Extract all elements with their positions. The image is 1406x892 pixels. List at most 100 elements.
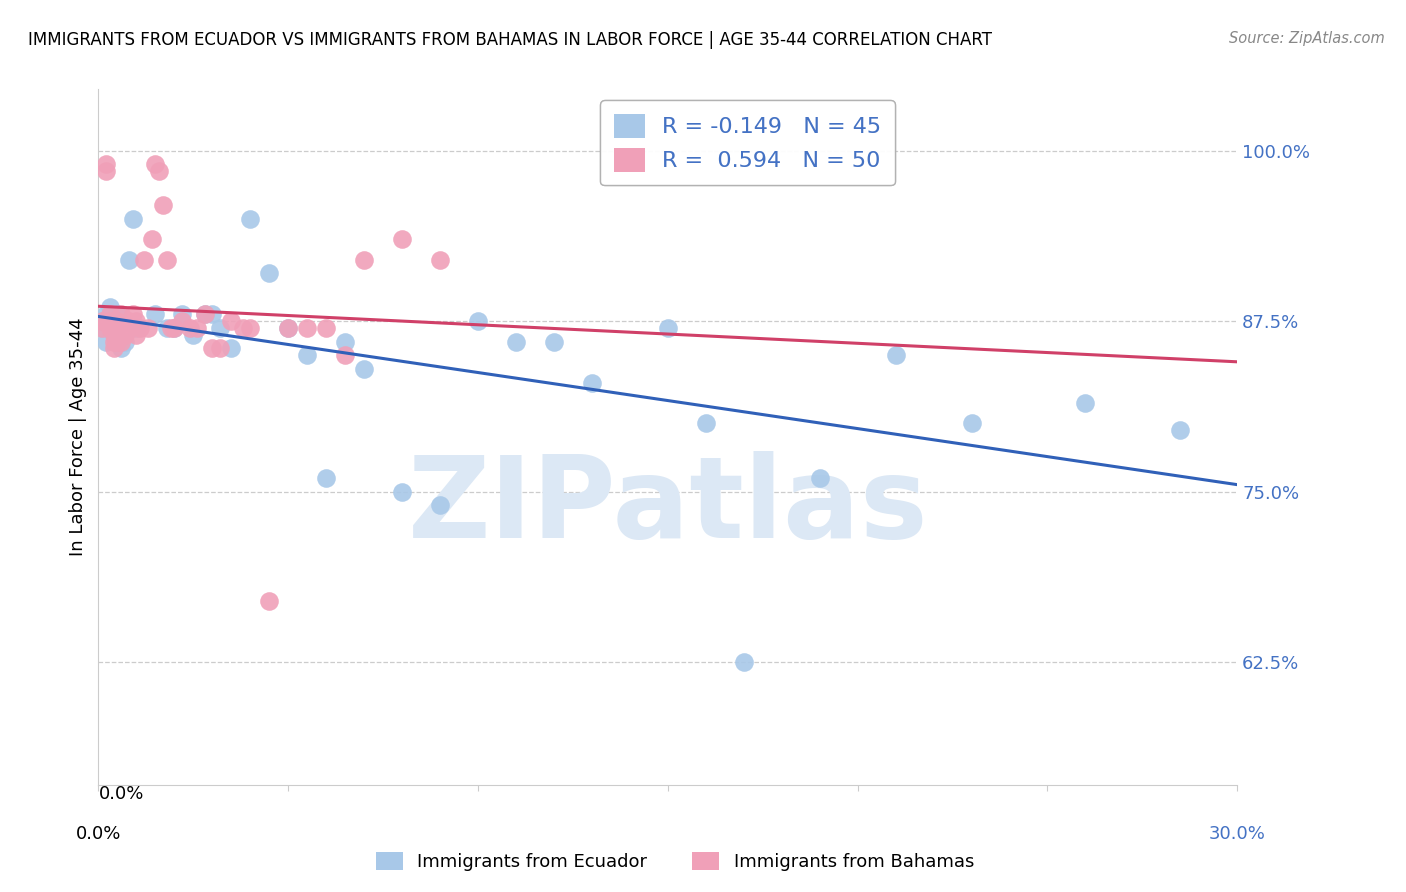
Point bbox=[277, 321, 299, 335]
Point bbox=[201, 307, 224, 321]
Point bbox=[91, 314, 114, 328]
Point bbox=[103, 314, 125, 328]
Text: 0.0%: 0.0% bbox=[76, 825, 121, 843]
Point bbox=[110, 321, 132, 335]
Text: 30.0%: 30.0% bbox=[1209, 825, 1265, 843]
Text: Source: ZipAtlas.com: Source: ZipAtlas.com bbox=[1229, 31, 1385, 46]
Point bbox=[239, 211, 262, 226]
Point bbox=[391, 232, 413, 246]
Point bbox=[239, 321, 262, 335]
Point bbox=[315, 321, 337, 335]
Point bbox=[259, 594, 281, 608]
Point bbox=[208, 342, 231, 356]
Point bbox=[170, 314, 193, 328]
Point bbox=[129, 321, 152, 335]
Text: ZIPatlas: ZIPatlas bbox=[408, 451, 928, 562]
Point bbox=[94, 307, 117, 321]
Point bbox=[170, 307, 193, 321]
Point bbox=[208, 321, 231, 335]
Point bbox=[391, 484, 413, 499]
Point bbox=[159, 321, 181, 335]
Point bbox=[114, 334, 136, 349]
Point bbox=[121, 211, 143, 226]
Point bbox=[118, 321, 141, 335]
Point bbox=[114, 327, 136, 342]
Y-axis label: In Labor Force | Age 35-44: In Labor Force | Age 35-44 bbox=[69, 318, 87, 557]
Point bbox=[91, 321, 114, 335]
Point bbox=[163, 321, 186, 335]
Point bbox=[91, 321, 114, 335]
Point bbox=[107, 314, 129, 328]
Point bbox=[103, 334, 125, 349]
Point bbox=[145, 307, 167, 321]
Point bbox=[118, 314, 141, 328]
Point bbox=[581, 376, 603, 390]
Point bbox=[107, 321, 129, 335]
Point bbox=[163, 321, 186, 335]
Point bbox=[183, 327, 205, 342]
Point bbox=[505, 334, 527, 349]
Point bbox=[543, 334, 565, 349]
Point bbox=[118, 252, 141, 267]
Point bbox=[335, 348, 357, 362]
Point bbox=[156, 252, 179, 267]
Point bbox=[657, 321, 679, 335]
Point bbox=[277, 321, 299, 335]
Point bbox=[98, 307, 121, 321]
Point bbox=[91, 314, 114, 328]
Point bbox=[98, 321, 121, 335]
Point bbox=[221, 314, 243, 328]
Point bbox=[467, 314, 489, 328]
Point bbox=[733, 655, 755, 669]
Point bbox=[94, 334, 117, 349]
Point bbox=[695, 417, 717, 431]
Point bbox=[107, 327, 129, 342]
Point bbox=[125, 327, 148, 342]
Point bbox=[186, 321, 208, 335]
Point bbox=[179, 321, 201, 335]
Point bbox=[315, 471, 337, 485]
Point bbox=[114, 321, 136, 335]
Legend: Immigrants from Ecuador, Immigrants from Bahamas: Immigrants from Ecuador, Immigrants from… bbox=[368, 845, 981, 879]
Point bbox=[232, 321, 254, 335]
Point bbox=[201, 342, 224, 356]
Point bbox=[152, 198, 174, 212]
Point bbox=[110, 307, 132, 321]
Point bbox=[98, 314, 121, 328]
Point bbox=[145, 157, 167, 171]
Point bbox=[353, 362, 375, 376]
Point bbox=[156, 321, 179, 335]
Point bbox=[94, 164, 117, 178]
Point bbox=[148, 164, 170, 178]
Point bbox=[297, 348, 319, 362]
Point bbox=[132, 252, 155, 267]
Text: 0.0%: 0.0% bbox=[98, 785, 143, 803]
Point bbox=[960, 417, 983, 431]
Point bbox=[107, 307, 129, 321]
Point bbox=[221, 342, 243, 356]
Point bbox=[429, 498, 451, 512]
Point bbox=[110, 334, 132, 349]
Point bbox=[1074, 396, 1097, 410]
Point bbox=[136, 321, 159, 335]
Point bbox=[429, 252, 451, 267]
Point bbox=[194, 307, 217, 321]
Point bbox=[110, 342, 132, 356]
Point bbox=[125, 321, 148, 335]
Point bbox=[94, 157, 117, 171]
Point bbox=[141, 232, 163, 246]
Point bbox=[121, 307, 143, 321]
Point bbox=[103, 327, 125, 342]
Point bbox=[297, 321, 319, 335]
Point bbox=[107, 334, 129, 349]
Point bbox=[103, 327, 125, 342]
Point bbox=[808, 471, 831, 485]
Point bbox=[884, 348, 907, 362]
Legend: R = -0.149   N = 45, R =  0.594   N = 50: R = -0.149 N = 45, R = 0.594 N = 50 bbox=[600, 100, 894, 186]
Point bbox=[194, 307, 217, 321]
Point bbox=[259, 266, 281, 280]
Point bbox=[98, 301, 121, 315]
Point bbox=[98, 314, 121, 328]
Point bbox=[353, 252, 375, 267]
Point bbox=[103, 342, 125, 356]
